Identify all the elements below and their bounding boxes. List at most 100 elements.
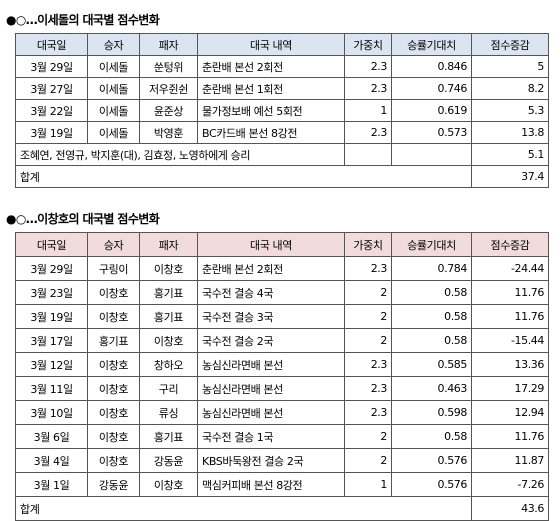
table-row: 3월 12일 이창호 창하오 농심신라면배 본선 2.3 0.585 13.36 (15, 352, 549, 377)
table-row: 3월 27일 이세돌 저우쥔쉰 춘란배 본선 1회전 2.3 0.746 8.2 (15, 77, 549, 100)
cell-winner: 이창호 (87, 400, 140, 425)
cell-expected: 0.784 (391, 256, 472, 281)
cell-date: 3월 29일 (15, 55, 88, 78)
cell-change: 13.36 (471, 352, 549, 377)
col-header-loser: 패자 (139, 232, 198, 257)
table-row: 3월 19일 이창호 홍기표 국수전 결승 3국 2 0.58 11.76 (15, 304, 549, 329)
cell-expected: 0.58 (391, 304, 472, 329)
cell-game: BC카드배 본선 8강전 (197, 121, 345, 144)
cell-date: 3월 4일 (15, 448, 88, 473)
cell-change: 5 (471, 55, 549, 78)
table-row: 3월 4일 이창호 강동윤 KBS바둑왕전 결승 2국 2 0.576 11.8… (15, 448, 549, 473)
cell-date: 3월 6일 (15, 424, 88, 449)
cell-game: 농심신라면배 본선 (197, 400, 345, 425)
cell-change: 11.87 (471, 448, 549, 473)
cell-loser: 류싱 (139, 400, 198, 425)
total-value: 43.6 (471, 496, 549, 521)
note-empty-cell (344, 143, 392, 166)
cell-date: 3월 10일 (15, 400, 88, 425)
cell-expected: 0.58 (391, 280, 472, 305)
table-row: 3월 11일 이창호 구리 농심신라면배 본선 2.3 0.463 17.29 (15, 376, 549, 401)
cell-expected: 0.619 (391, 99, 472, 122)
cell-weight: 1 (344, 472, 392, 497)
cell-weight: 2.3 (344, 400, 392, 425)
cell-change: 12.94 (471, 400, 549, 425)
cell-winner: 홍기표 (87, 328, 140, 353)
table-row: 3월 6일 이창호 홍기표 국수전 결승 1국 2 0.58 11.76 (15, 424, 549, 449)
cell-date: 3월 22일 (15, 99, 88, 122)
cell-change: 17.29 (471, 376, 549, 401)
cell-date: 3월 23일 (15, 280, 88, 305)
cell-weight: 2 (344, 304, 392, 329)
cell-expected: 0.576 (391, 472, 472, 497)
cell-winner: 이세돌 (87, 121, 140, 144)
col-header-date: 대국일 (15, 33, 88, 56)
cell-date: 3월 1일 (15, 472, 88, 497)
total-row: 합계 37.4 (15, 165, 549, 188)
cell-change: 11.76 (471, 424, 549, 449)
cell-date: 3월 19일 (15, 121, 88, 144)
cell-winner: 이창호 (87, 376, 140, 401)
cell-winner: 이세돌 (87, 55, 140, 78)
cell-date: 3월 12일 (15, 352, 88, 377)
table-header-row: 대국일 승자 패자 대국 내역 가중치 승률기대치 점수증감 (15, 232, 549, 257)
cell-expected: 0.58 (391, 328, 472, 353)
col-header-winner: 승자 (87, 33, 140, 56)
note-row: 조혜연, 전영규, 박지훈(대), 김효정, 노영하에게 승리 5.1 (15, 143, 549, 166)
cell-expected: 0.598 (391, 400, 472, 425)
cell-change: 8.2 (471, 77, 549, 100)
table-row: 3월 23일 이창호 홍기표 국수전 결승 4국 2 0.58 11.76 (15, 280, 549, 305)
cell-loser: 홍기표 (139, 304, 198, 329)
cell-loser: 박영훈 (139, 121, 198, 144)
cell-game: 춘란배 본선 1회전 (197, 77, 345, 100)
cell-loser: 쑨텅위 (139, 55, 198, 78)
cell-loser: 홍기표 (139, 280, 198, 305)
table1-title: ●○…이세돌의 대국별 점수변화 (6, 13, 160, 27)
total-label: 합계 (15, 496, 472, 521)
cell-loser: 이창호 (139, 256, 198, 281)
cell-weight: 2.3 (344, 77, 392, 100)
cell-game: 물가정보배 예선 5회전 (197, 99, 345, 122)
total-value: 37.4 (471, 165, 549, 188)
lee-changho-score-table: 대국일 승자 패자 대국 내역 가중치 승률기대치 점수증감 3월 29일 구링… (15, 232, 549, 521)
col-header-loser: 패자 (139, 33, 198, 56)
table-row: 3월 22일 이세돌 윤준상 물가정보배 예선 5회전 1 0.619 5.3 (15, 99, 549, 122)
cell-change: 5.3 (471, 99, 549, 122)
table-header-row: 대국일 승자 패자 대국 내역 가중치 승률기대치 점수증감 (15, 33, 549, 56)
cell-game: 국수전 결승 1국 (197, 424, 345, 449)
cell-change: -24.44 (471, 256, 549, 281)
col-header-change: 점수증감 (471, 232, 549, 257)
cell-date: 3월 11일 (15, 376, 88, 401)
cell-weight: 2.3 (344, 376, 392, 401)
cell-weight: 2.3 (344, 256, 392, 281)
table-row: 3월 29일 이세돌 쑨텅위 춘란배 본선 2회전 2.3 0.846 5 (15, 55, 549, 78)
col-header-change: 점수증감 (471, 33, 549, 56)
cell-change: 11.76 (471, 304, 549, 329)
cell-expected: 0.846 (391, 55, 472, 78)
table-row: 3월 10일 이창호 류싱 농심신라면배 본선 2.3 0.598 12.94 (15, 400, 549, 425)
col-header-date: 대국일 (15, 232, 88, 257)
cell-date: 3월 19일 (15, 304, 88, 329)
total-row: 합계 43.6 (15, 496, 549, 521)
col-header-game: 대국 내역 (197, 33, 345, 56)
cell-winner: 이창호 (87, 280, 140, 305)
col-header-game: 대국 내역 (197, 232, 345, 257)
cell-loser: 저우쥔쉰 (139, 77, 198, 100)
cell-loser: 이창호 (139, 328, 198, 353)
cell-game: KBS바둑왕전 결승 2국 (197, 448, 345, 473)
cell-winner: 이창호 (87, 424, 140, 449)
cell-winner: 이세돌 (87, 77, 140, 100)
col-header-expected: 승률기대치 (391, 33, 472, 56)
table-row: 3월 1일 강동윤 이창호 맥심커피배 본선 8강전 1 0.576 -7.26 (15, 472, 549, 497)
cell-date: 3월 29일 (15, 256, 88, 281)
col-header-expected: 승률기대치 (391, 232, 472, 257)
cell-weight: 2 (344, 448, 392, 473)
cell-weight: 2.3 (344, 55, 392, 78)
col-header-winner: 승자 (87, 232, 140, 257)
lee-sedol-score-table: 대국일 승자 패자 대국 내역 가중치 승률기대치 점수증감 3월 29일 이세… (15, 33, 549, 188)
cell-weight: 2 (344, 424, 392, 449)
total-label: 합계 (15, 165, 472, 188)
cell-expected: 0.58 (391, 424, 472, 449)
cell-game: 농심신라면배 본선 (197, 352, 345, 377)
cell-change: 11.76 (471, 280, 549, 305)
